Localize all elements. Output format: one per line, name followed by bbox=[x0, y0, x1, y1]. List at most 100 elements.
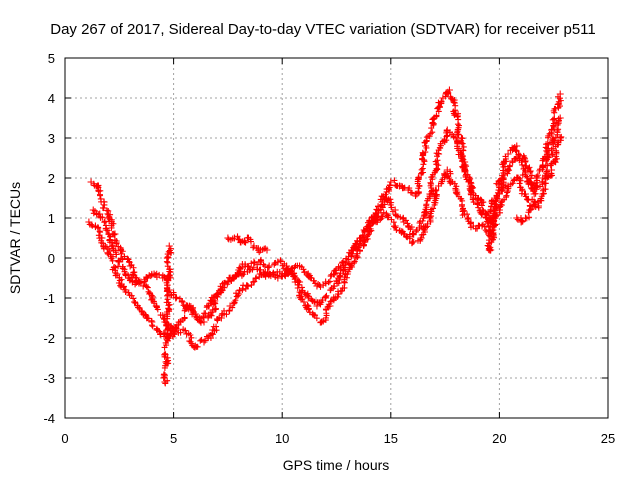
y-tick-label: 3 bbox=[48, 131, 55, 146]
trail-marker bbox=[167, 269, 174, 276]
trail-marker bbox=[499, 181, 506, 188]
data-point bbox=[534, 202, 542, 210]
trail-marker bbox=[433, 187, 440, 194]
grid bbox=[65, 58, 608, 418]
trail-marker bbox=[459, 135, 466, 142]
trail-marker bbox=[430, 205, 437, 212]
data-point bbox=[491, 206, 499, 214]
trail-marker bbox=[515, 151, 522, 158]
data-point bbox=[89, 206, 97, 214]
data-points bbox=[85, 86, 565, 387]
trail-marker bbox=[100, 205, 107, 212]
trail-marker bbox=[454, 128, 461, 135]
trail-marker bbox=[494, 195, 501, 202]
trail-marker bbox=[189, 307, 196, 314]
trail-marker bbox=[241, 237, 248, 244]
trail-marker bbox=[109, 242, 116, 249]
trail-marker bbox=[533, 173, 540, 180]
trail-marker bbox=[223, 311, 230, 318]
trail-marker bbox=[478, 202, 485, 209]
trail-marker bbox=[313, 315, 320, 322]
series-track-4 bbox=[160, 242, 175, 387]
trail-marker bbox=[419, 165, 426, 172]
trail-marker bbox=[539, 179, 546, 186]
trail-marker bbox=[490, 212, 497, 219]
trail-marker bbox=[165, 305, 172, 312]
trail-marker bbox=[133, 279, 140, 286]
data-point bbox=[235, 290, 243, 298]
trail-marker bbox=[491, 208, 498, 215]
y-tick-label: -3 bbox=[43, 371, 55, 386]
trail-marker bbox=[357, 247, 364, 254]
trail-marker bbox=[472, 225, 479, 232]
trail-marker bbox=[474, 195, 481, 202]
trail-marker bbox=[409, 189, 416, 196]
trail-marker bbox=[181, 314, 188, 321]
axis-ticks: 0 5 10 15 20 25 -4 -3 -2 -1 0 1 2 3 4 5 bbox=[43, 51, 615, 446]
trail-marker bbox=[506, 162, 513, 169]
trail-marker bbox=[202, 337, 209, 344]
trail-marker bbox=[322, 293, 329, 300]
data-point bbox=[422, 142, 430, 150]
trail-marker bbox=[475, 204, 482, 211]
trail-marker bbox=[109, 257, 116, 264]
trail-marker bbox=[191, 309, 198, 316]
trail-marker bbox=[544, 140, 551, 147]
trail-marker bbox=[231, 299, 238, 306]
trail-marker bbox=[144, 284, 151, 291]
trail-marker bbox=[501, 171, 508, 178]
trail-marker bbox=[427, 130, 434, 137]
data-point bbox=[252, 274, 260, 282]
trail-marker bbox=[484, 220, 491, 227]
trail-marker bbox=[270, 269, 277, 276]
x-tick-label: 25 bbox=[601, 431, 615, 446]
trail-marker bbox=[430, 116, 437, 123]
trail-marker bbox=[232, 297, 239, 304]
data-point bbox=[417, 234, 425, 242]
trail-marker bbox=[423, 134, 430, 141]
trail-marker bbox=[228, 277, 235, 284]
trail-marker bbox=[433, 191, 440, 198]
trail-marker bbox=[534, 172, 541, 179]
trail-marker bbox=[543, 168, 550, 175]
trail-marker bbox=[504, 183, 511, 190]
trail-marker bbox=[359, 232, 366, 239]
x-tick-label: 15 bbox=[384, 431, 398, 446]
trail-marker bbox=[113, 251, 120, 258]
trail-marker bbox=[182, 327, 189, 334]
y-tick-label: 5 bbox=[48, 51, 55, 66]
trail-marker bbox=[277, 258, 284, 265]
data-point bbox=[548, 146, 556, 154]
trail-marker bbox=[433, 161, 440, 168]
trail-marker bbox=[532, 203, 539, 210]
trail-marker bbox=[213, 323, 220, 330]
trail-marker bbox=[177, 329, 184, 336]
trail-marker bbox=[410, 238, 417, 245]
data-point bbox=[391, 222, 399, 230]
trail-marker bbox=[528, 172, 535, 179]
trail-marker bbox=[403, 233, 410, 240]
trail-marker bbox=[208, 312, 215, 319]
y-tick-label: 4 bbox=[48, 91, 55, 106]
trail-marker bbox=[200, 313, 207, 320]
trail-marker bbox=[294, 284, 301, 291]
data-point bbox=[304, 294, 312, 302]
trail-marker bbox=[509, 180, 516, 187]
data-point bbox=[224, 278, 232, 286]
data-point bbox=[452, 134, 460, 142]
trail-marker bbox=[164, 315, 171, 322]
trail-marker bbox=[520, 152, 527, 159]
data-point bbox=[256, 266, 264, 274]
trail-marker bbox=[337, 264, 344, 271]
trail-marker bbox=[472, 192, 479, 199]
trail-marker bbox=[406, 185, 413, 192]
y-axis-label: SDTVAR / TECUs bbox=[7, 182, 23, 294]
trail-marker bbox=[97, 192, 104, 199]
chart-title: Day 267 of 2017, Sidereal Day-to-day VTE… bbox=[50, 21, 596, 38]
trail-marker bbox=[160, 374, 167, 381]
trail-marker bbox=[116, 277, 123, 284]
trail-marker bbox=[304, 292, 311, 299]
trail-marker bbox=[422, 149, 429, 156]
trail-marker bbox=[406, 235, 413, 242]
